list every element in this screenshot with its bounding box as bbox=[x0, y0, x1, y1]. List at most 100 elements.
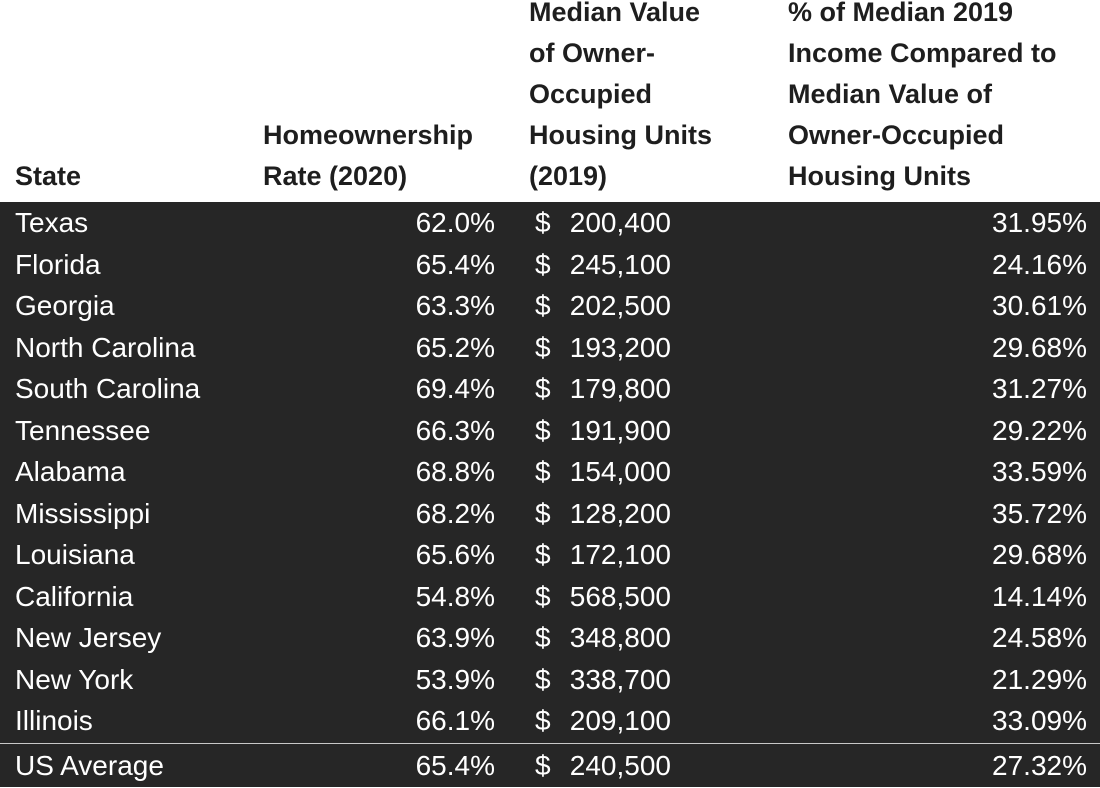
currency-symbol: $ bbox=[535, 497, 551, 529]
state-cell: New York bbox=[15, 663, 134, 695]
rate-cell: 69.4% bbox=[415, 373, 495, 404]
percent-cell: 31.27% bbox=[992, 373, 1087, 404]
currency-symbol: $ bbox=[535, 373, 551, 404]
percent-cell: 14.14% bbox=[992, 580, 1087, 612]
rate-cell: 68.8% bbox=[415, 456, 495, 487]
average-value-cell: 240,500 bbox=[569, 749, 671, 781]
value-cell: 179,800 bbox=[569, 373, 671, 404]
state-cell: Texas bbox=[15, 207, 89, 238]
header-value-line: Housing Units bbox=[529, 120, 712, 150]
currency-symbol: $ bbox=[535, 414, 551, 446]
table-row: North Carolina 65.2% $193,200 29.68% bbox=[0, 327, 1100, 369]
percent-cell: 29.68% bbox=[992, 539, 1087, 570]
header-pct-line: Median Value of bbox=[788, 79, 993, 109]
value-cell: 154,000 bbox=[569, 456, 671, 487]
table-row: New York 53.9% $338,700 21.29% bbox=[0, 659, 1100, 701]
currency-symbol: $ bbox=[535, 290, 551, 321]
header-rate-line: Homeownership bbox=[263, 120, 474, 150]
table-row: Tennessee 66.3% $191,900 29.22% bbox=[0, 410, 1100, 452]
rate-cell: 54.8% bbox=[415, 580, 495, 612]
rate-cell: 65.6% bbox=[415, 539, 495, 570]
state-cell: Florida bbox=[15, 248, 101, 280]
value-cell: 193,200 bbox=[569, 331, 671, 363]
value-cell: 568,500 bbox=[569, 580, 671, 612]
header-state-line: State bbox=[15, 161, 82, 191]
percent-cell: 29.22% bbox=[992, 414, 1087, 446]
value-cell: 191,900 bbox=[569, 414, 671, 446]
header-value-line: of Owner- bbox=[529, 38, 655, 68]
header-rate-line: Rate (2020) bbox=[263, 161, 408, 191]
percent-cell: 24.16% bbox=[992, 248, 1087, 280]
state-cell: Tennessee bbox=[15, 414, 151, 446]
header-pct-line: Owner-Occupied bbox=[788, 120, 1005, 150]
currency-symbol: $ bbox=[535, 331, 551, 363]
value-cell: 245,100 bbox=[569, 248, 671, 280]
average-divider bbox=[0, 742, 1100, 744]
percent-cell: 24.58% bbox=[992, 622, 1087, 653]
header-homeownership-rate: Homeownership Rate (2020) bbox=[263, 115, 513, 197]
percent-cell: 33.09% bbox=[992, 705, 1087, 736]
currency-symbol: $ bbox=[535, 705, 551, 736]
rate-cell: 63.9% bbox=[415, 622, 495, 653]
state-cell: California bbox=[15, 580, 134, 612]
average-percent-cell: 27.32% bbox=[992, 749, 1087, 781]
value-cell: 338,700 bbox=[569, 663, 671, 695]
table-row: Texas 62.0% $200,400 31.95% bbox=[0, 202, 1100, 244]
percent-cell: 29.68% bbox=[992, 331, 1087, 363]
currency-symbol: $ bbox=[535, 580, 551, 612]
state-cell: New Jersey bbox=[15, 622, 162, 653]
table-rows: Texas 62.0% $200,400 31.95% Florida 65.4% $245… bbox=[0, 202, 1100, 742]
header-value-line: Occupied bbox=[529, 79, 653, 109]
table-row: Louisiana 65.6% $172,100 29.68% bbox=[0, 534, 1100, 576]
percent-cell: 30.61% bbox=[992, 290, 1087, 321]
value-cell: 202,500 bbox=[569, 290, 671, 321]
rate-cell: 66.1% bbox=[415, 705, 495, 736]
state-cell: Alabama bbox=[15, 456, 126, 487]
percent-cell: 33.59% bbox=[992, 456, 1087, 487]
currency-symbol: $ bbox=[535, 622, 551, 653]
state-cell: South Carolina bbox=[15, 373, 201, 404]
table-row: Alabama 68.8% $154,000 33.59% bbox=[0, 451, 1100, 493]
currency-symbol: $ bbox=[535, 539, 551, 570]
state-cell: Mississippi bbox=[15, 497, 151, 529]
rate-cell: 65.4% bbox=[415, 248, 495, 280]
currency-symbol: $ bbox=[535, 248, 551, 280]
average-state-cell: US Average bbox=[15, 749, 164, 781]
rate-cell: 68.2% bbox=[415, 497, 495, 529]
header-value-line: Median Value bbox=[529, 0, 701, 27]
table-row: New Jersey 63.9% $348,800 24.58% bbox=[0, 617, 1100, 659]
rate-cell: 65.2% bbox=[415, 331, 495, 363]
value-cell: 209,100 bbox=[569, 705, 671, 736]
value-cell: 348,800 bbox=[569, 622, 671, 653]
table-row: South Carolina 69.4% $179,800 31.27% bbox=[0, 368, 1100, 410]
value-cell: 200,400 bbox=[569, 207, 671, 238]
table-row: Georgia 63.3% $202,500 30.61% bbox=[0, 285, 1100, 327]
header-value-line: (2019) bbox=[529, 161, 608, 191]
header-pct-line: Income Compared to bbox=[788, 38, 1057, 68]
table-header: State Homeownership Rate (2020) Median V… bbox=[0, 0, 1100, 202]
state-cell: Illinois bbox=[15, 705, 93, 736]
table-row: California 54.8% $568,500 14.14% bbox=[0, 576, 1100, 618]
currency-symbol: $ bbox=[535, 663, 551, 695]
rate-cell: 66.3% bbox=[415, 414, 495, 446]
currency-symbol: $ bbox=[535, 207, 551, 238]
average-rate-cell: 65.4% bbox=[415, 749, 495, 781]
percent-cell: 21.29% bbox=[992, 663, 1087, 695]
header-state: State bbox=[15, 156, 245, 197]
state-cell: Louisiana bbox=[15, 539, 135, 570]
percent-cell: 35.72% bbox=[992, 497, 1087, 529]
header-pct-line: % of Median 2019 bbox=[788, 0, 1014, 27]
table-row: Florida 65.4% $245,100 24.16% bbox=[0, 244, 1100, 286]
value-cell: 128,200 bbox=[569, 497, 671, 529]
header-pct-line: Housing Units bbox=[788, 161, 971, 191]
rate-cell: 62.0% bbox=[415, 207, 495, 238]
value-cell: 172,100 bbox=[569, 539, 671, 570]
currency-symbol: $ bbox=[535, 456, 551, 487]
state-cell: North Carolina bbox=[15, 331, 196, 363]
table-row: Mississippi 68.2% $128,200 35.72% bbox=[0, 493, 1100, 535]
table-row: Illinois 66.1% $209,100 33.09% bbox=[0, 700, 1100, 742]
header-median-value: Median Value of Owner- Occupied Housing … bbox=[529, 0, 769, 197]
us-average-row: US Average 65.4% $ 240,500 27.32% bbox=[0, 744, 1100, 788]
rate-cell: 63.3% bbox=[415, 290, 495, 321]
